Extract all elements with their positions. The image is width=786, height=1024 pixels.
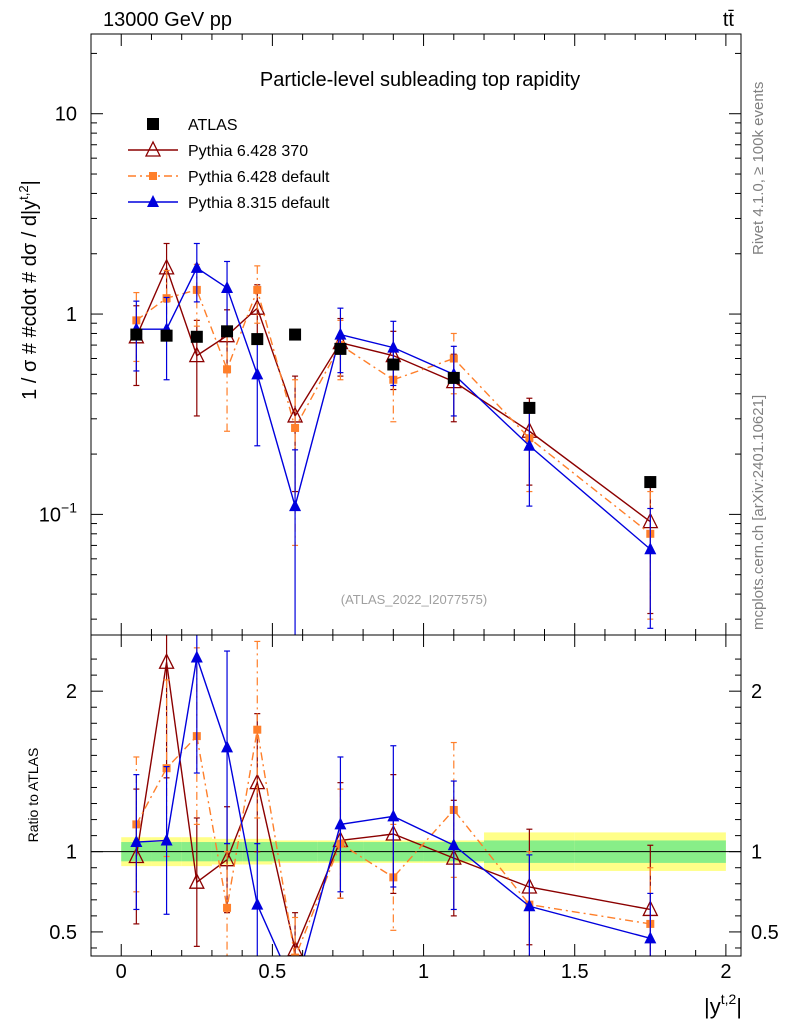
header-right: tt̄	[723, 9, 735, 31]
ratio-series-line	[135, 729, 651, 956]
ratio-point	[190, 650, 203, 663]
chart-title: Particle-level subleading top rapidity	[260, 69, 580, 91]
main-point	[190, 260, 203, 273]
x-tick-label: 0.5	[258, 961, 286, 983]
x-axis-label: |yt,2|	[704, 991, 742, 1019]
data-point	[251, 333, 264, 346]
main-y-tick-label: 10−1	[39, 499, 77, 526]
ratio-y-tick-label: 1	[66, 842, 77, 864]
legend-marker	[147, 195, 159, 207]
main-point	[289, 499, 302, 512]
main-point	[523, 438, 536, 451]
ratio-point	[221, 740, 234, 753]
main-point	[221, 280, 234, 293]
main-point	[251, 367, 264, 380]
ratio-point	[158, 652, 175, 669]
x-tick-label: 1.5	[561, 961, 589, 983]
watermark: (ATLAS_2022_I2077575)	[341, 592, 487, 607]
data-point	[523, 401, 536, 414]
ratio-series-group	[128, 635, 659, 995]
data-point	[447, 371, 460, 384]
legend-label: ATLAS	[188, 117, 238, 134]
ratio-point	[644, 931, 657, 944]
ratio-y-tick-label-right: 1	[751, 842, 762, 864]
ratio-y-tick-label: 0.5	[49, 922, 77, 944]
data-point	[334, 342, 347, 355]
ratio-point	[253, 725, 262, 734]
side-label-top: Rivet 4.1.0, ≥ 100k events	[750, 82, 767, 255]
legend: ATLAS Pythia 6.428 370 Pythia 6.428 defaul…	[128, 117, 330, 212]
ratio-point	[387, 809, 400, 822]
y-axis-label: 1 / σ # #cdot # dσ / d|yt,2|	[16, 180, 41, 400]
legend-marker	[149, 172, 157, 180]
main-point	[387, 340, 400, 353]
ratio-y-axis-label: Ratio to ATLAS	[25, 748, 41, 843]
legend-marker	[147, 118, 159, 130]
ratio-point	[291, 953, 300, 956]
x-tick-label: 0	[116, 961, 127, 983]
data-point	[644, 476, 657, 489]
ratio-point	[160, 833, 173, 846]
main-point	[188, 346, 205, 363]
main-point	[253, 285, 262, 294]
x-tick-label: 2	[720, 961, 731, 983]
header-left: 13000 GeV pp	[103, 9, 232, 31]
ratio-point	[289, 983, 301, 995]
ratio-point	[188, 872, 205, 889]
data-point	[289, 328, 302, 341]
ratio-panel: 0.5 0.5 1 1 2 2 0 0.5 1 1.5 2 Ratio to ATLAS	[25, 34, 779, 995]
data-point	[130, 328, 143, 341]
ratio-point	[523, 899, 536, 912]
ratio-y-tick-label-right: 0.5	[751, 922, 779, 944]
data-point	[221, 325, 234, 338]
legend-label: Pythia 6.428 default	[188, 169, 330, 186]
legend-label: Pythia 6.428 370	[188, 143, 308, 160]
main-point	[223, 365, 232, 374]
ratio-point	[251, 897, 264, 910]
side-label-bottom: mcplots.cern.ch [arXiv:2401.10621]	[750, 395, 767, 630]
main-panel: 10−1 1 10 Particle-level subleading top ra…	[16, 33, 742, 636]
legend-label: Pythia 8.315 default	[188, 195, 330, 212]
main-y-tick-label: 1	[66, 304, 77, 326]
ratio-y-tick-label-right: 2	[751, 681, 762, 703]
data-point	[160, 329, 173, 342]
main-y-tick-label: 10	[55, 104, 77, 126]
main-point	[644, 542, 657, 555]
data-point	[387, 358, 400, 371]
data-point	[190, 330, 203, 343]
ratio-frame	[90, 634, 742, 957]
ratio-point	[130, 835, 143, 848]
ratio-y-tick-label: 2	[66, 681, 77, 703]
x-tick-label: 1	[418, 961, 429, 983]
legend-marker	[144, 140, 162, 157]
ratio-point	[334, 817, 347, 830]
ratio-point	[218, 850, 236, 867]
main-point	[291, 423, 300, 432]
main-series-group	[128, 242, 659, 635]
ratio-point	[223, 903, 232, 912]
main-point	[334, 327, 347, 340]
ratio-series-line	[136, 657, 651, 956]
ratio-point	[447, 838, 460, 851]
